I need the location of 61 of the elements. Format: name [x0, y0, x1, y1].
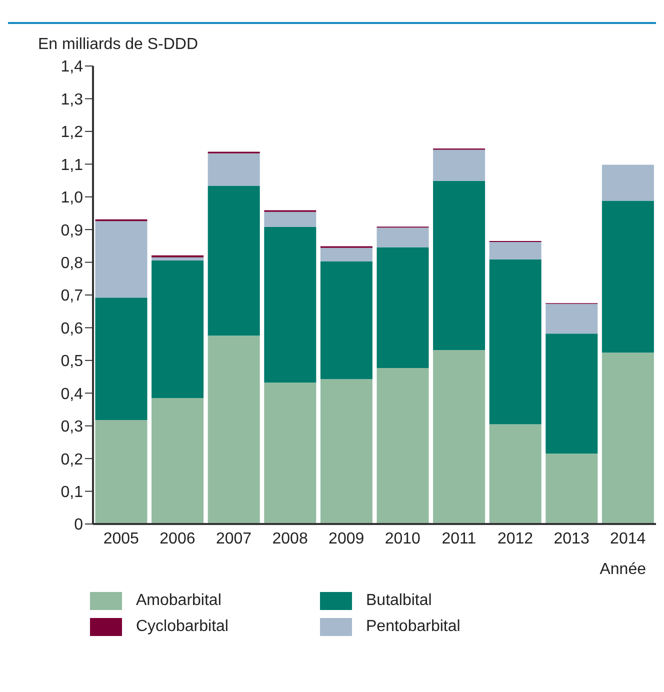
- bar: [433, 180, 486, 350]
- bar: [376, 247, 429, 368]
- y-tick-label: 0: [74, 516, 84, 534]
- bar: [376, 228, 429, 248]
- bar: [208, 186, 260, 336]
- bar: [320, 261, 372, 380]
- y-tick-label: 1,4: [60, 58, 84, 76]
- bar: [546, 454, 598, 524]
- bar: [602, 200, 654, 353]
- bar: [546, 304, 598, 334]
- bar: [152, 257, 204, 260]
- bar: [602, 352, 654, 524]
- x-tick-label: 2008: [272, 530, 308, 548]
- bar: [95, 221, 148, 298]
- bar: [489, 424, 542, 524]
- legend-label: Amobarbital: [136, 592, 222, 610]
- y-tick-label: 0,8: [60, 254, 84, 272]
- bar: [489, 242, 542, 260]
- bar: [264, 382, 316, 524]
- x-tick-label: 2012: [497, 530, 534, 548]
- x-tick-label: 2013: [554, 530, 590, 548]
- y-tick-label: 1,2: [60, 124, 84, 142]
- x-tick-label: 2010: [384, 530, 421, 548]
- y-axis-title: En milliards de S-DDD: [38, 36, 200, 54]
- y-tick-label: 0,1: [60, 484, 84, 501]
- bar: [95, 420, 148, 524]
- y-tick-label: 0,6: [60, 320, 84, 338]
- bar: [95, 298, 148, 420]
- y-tick-label: 0,5: [60, 353, 84, 370]
- bar: [546, 334, 598, 454]
- legend-label: Cyclobarbital: [136, 618, 228, 636]
- bar: [264, 226, 316, 383]
- x-tick-label: 2007: [216, 530, 252, 548]
- x-axis-title: Année: [600, 561, 646, 578]
- bar: [208, 153, 260, 186]
- y-tick-label: 0,4: [60, 386, 84, 403]
- x-tick-label: 2006: [160, 530, 196, 548]
- x-tick-label: 2009: [328, 530, 364, 548]
- y-tick-label: 0,3: [60, 418, 84, 436]
- y-tick-label: 1,3: [60, 91, 84, 108]
- x-tick-label: 2014: [610, 530, 646, 548]
- bar: [264, 212, 316, 227]
- y-tick-label: 1,0: [60, 190, 84, 207]
- bar: [376, 368, 429, 524]
- bar: [489, 259, 542, 424]
- legend-label: Butalbital: [366, 592, 432, 610]
- bar: [602, 164, 654, 201]
- y-tick-label: 1,1: [60, 156, 84, 174]
- y-tick-label: 0,2: [60, 451, 84, 468]
- legend-label: Pentobarbital: [366, 618, 460, 636]
- bar: [152, 260, 204, 398]
- bar: [433, 350, 486, 524]
- bar: [320, 379, 372, 524]
- y-tick-label: 0,9: [60, 222, 84, 240]
- bar: [320, 248, 372, 262]
- x-tick-label: 2011: [442, 530, 476, 548]
- bar: [208, 336, 260, 524]
- bar: [433, 150, 486, 181]
- bar: [152, 398, 204, 524]
- y-tick-label: 0,7: [60, 288, 84, 305]
- x-tick-label: 2005: [103, 530, 140, 548]
